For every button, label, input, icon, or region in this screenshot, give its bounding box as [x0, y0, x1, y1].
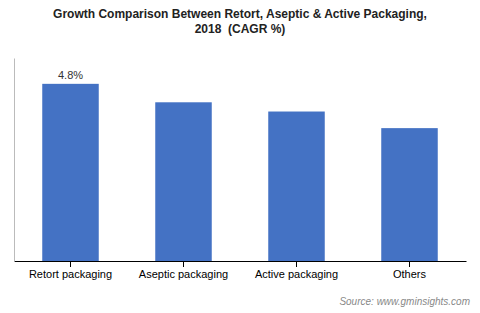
bars — [42, 84, 438, 261]
source: Source: www.gminsights.com — [339, 296, 470, 307]
annotation: 4.8% — [58, 69, 83, 81]
x-tick-label: Active packaging — [255, 268, 338, 280]
title-line: Growth Comparison Between Retort, Asepti… — [53, 7, 427, 21]
bar — [42, 84, 99, 261]
x-tick-mark — [70, 261, 71, 267]
x-tick-mark — [183, 261, 184, 267]
x-tick-mark — [409, 261, 410, 267]
x-tick-label: Aseptic packaging — [139, 268, 228, 280]
x-tick-label: Others — [393, 268, 427, 280]
title-line: 2018 (CAGR %) — [195, 22, 286, 36]
bar — [155, 102, 212, 261]
x-tick: Others — [393, 261, 427, 280]
chart: Growth Comparison Between Retort, Asepti… — [0, 0, 480, 313]
x-tick: Retort packaging — [29, 261, 112, 280]
bar — [268, 112, 325, 261]
x-axis-line — [15, 261, 467, 262]
y-axis — [14, 59, 15, 262]
x-tick: Active packaging — [255, 261, 338, 280]
bar — [381, 128, 438, 261]
x-tick-mark — [296, 261, 297, 267]
title: Growth Comparison Between Retort, Asepti… — [53, 7, 427, 36]
x-tick-label: Retort packaging — [29, 268, 112, 280]
y-axis-line — [14, 59, 15, 262]
x-tick: Aseptic packaging — [139, 261, 228, 280]
x-axis: Retort packaging Aseptic packaging Active … — [15, 261, 467, 280]
